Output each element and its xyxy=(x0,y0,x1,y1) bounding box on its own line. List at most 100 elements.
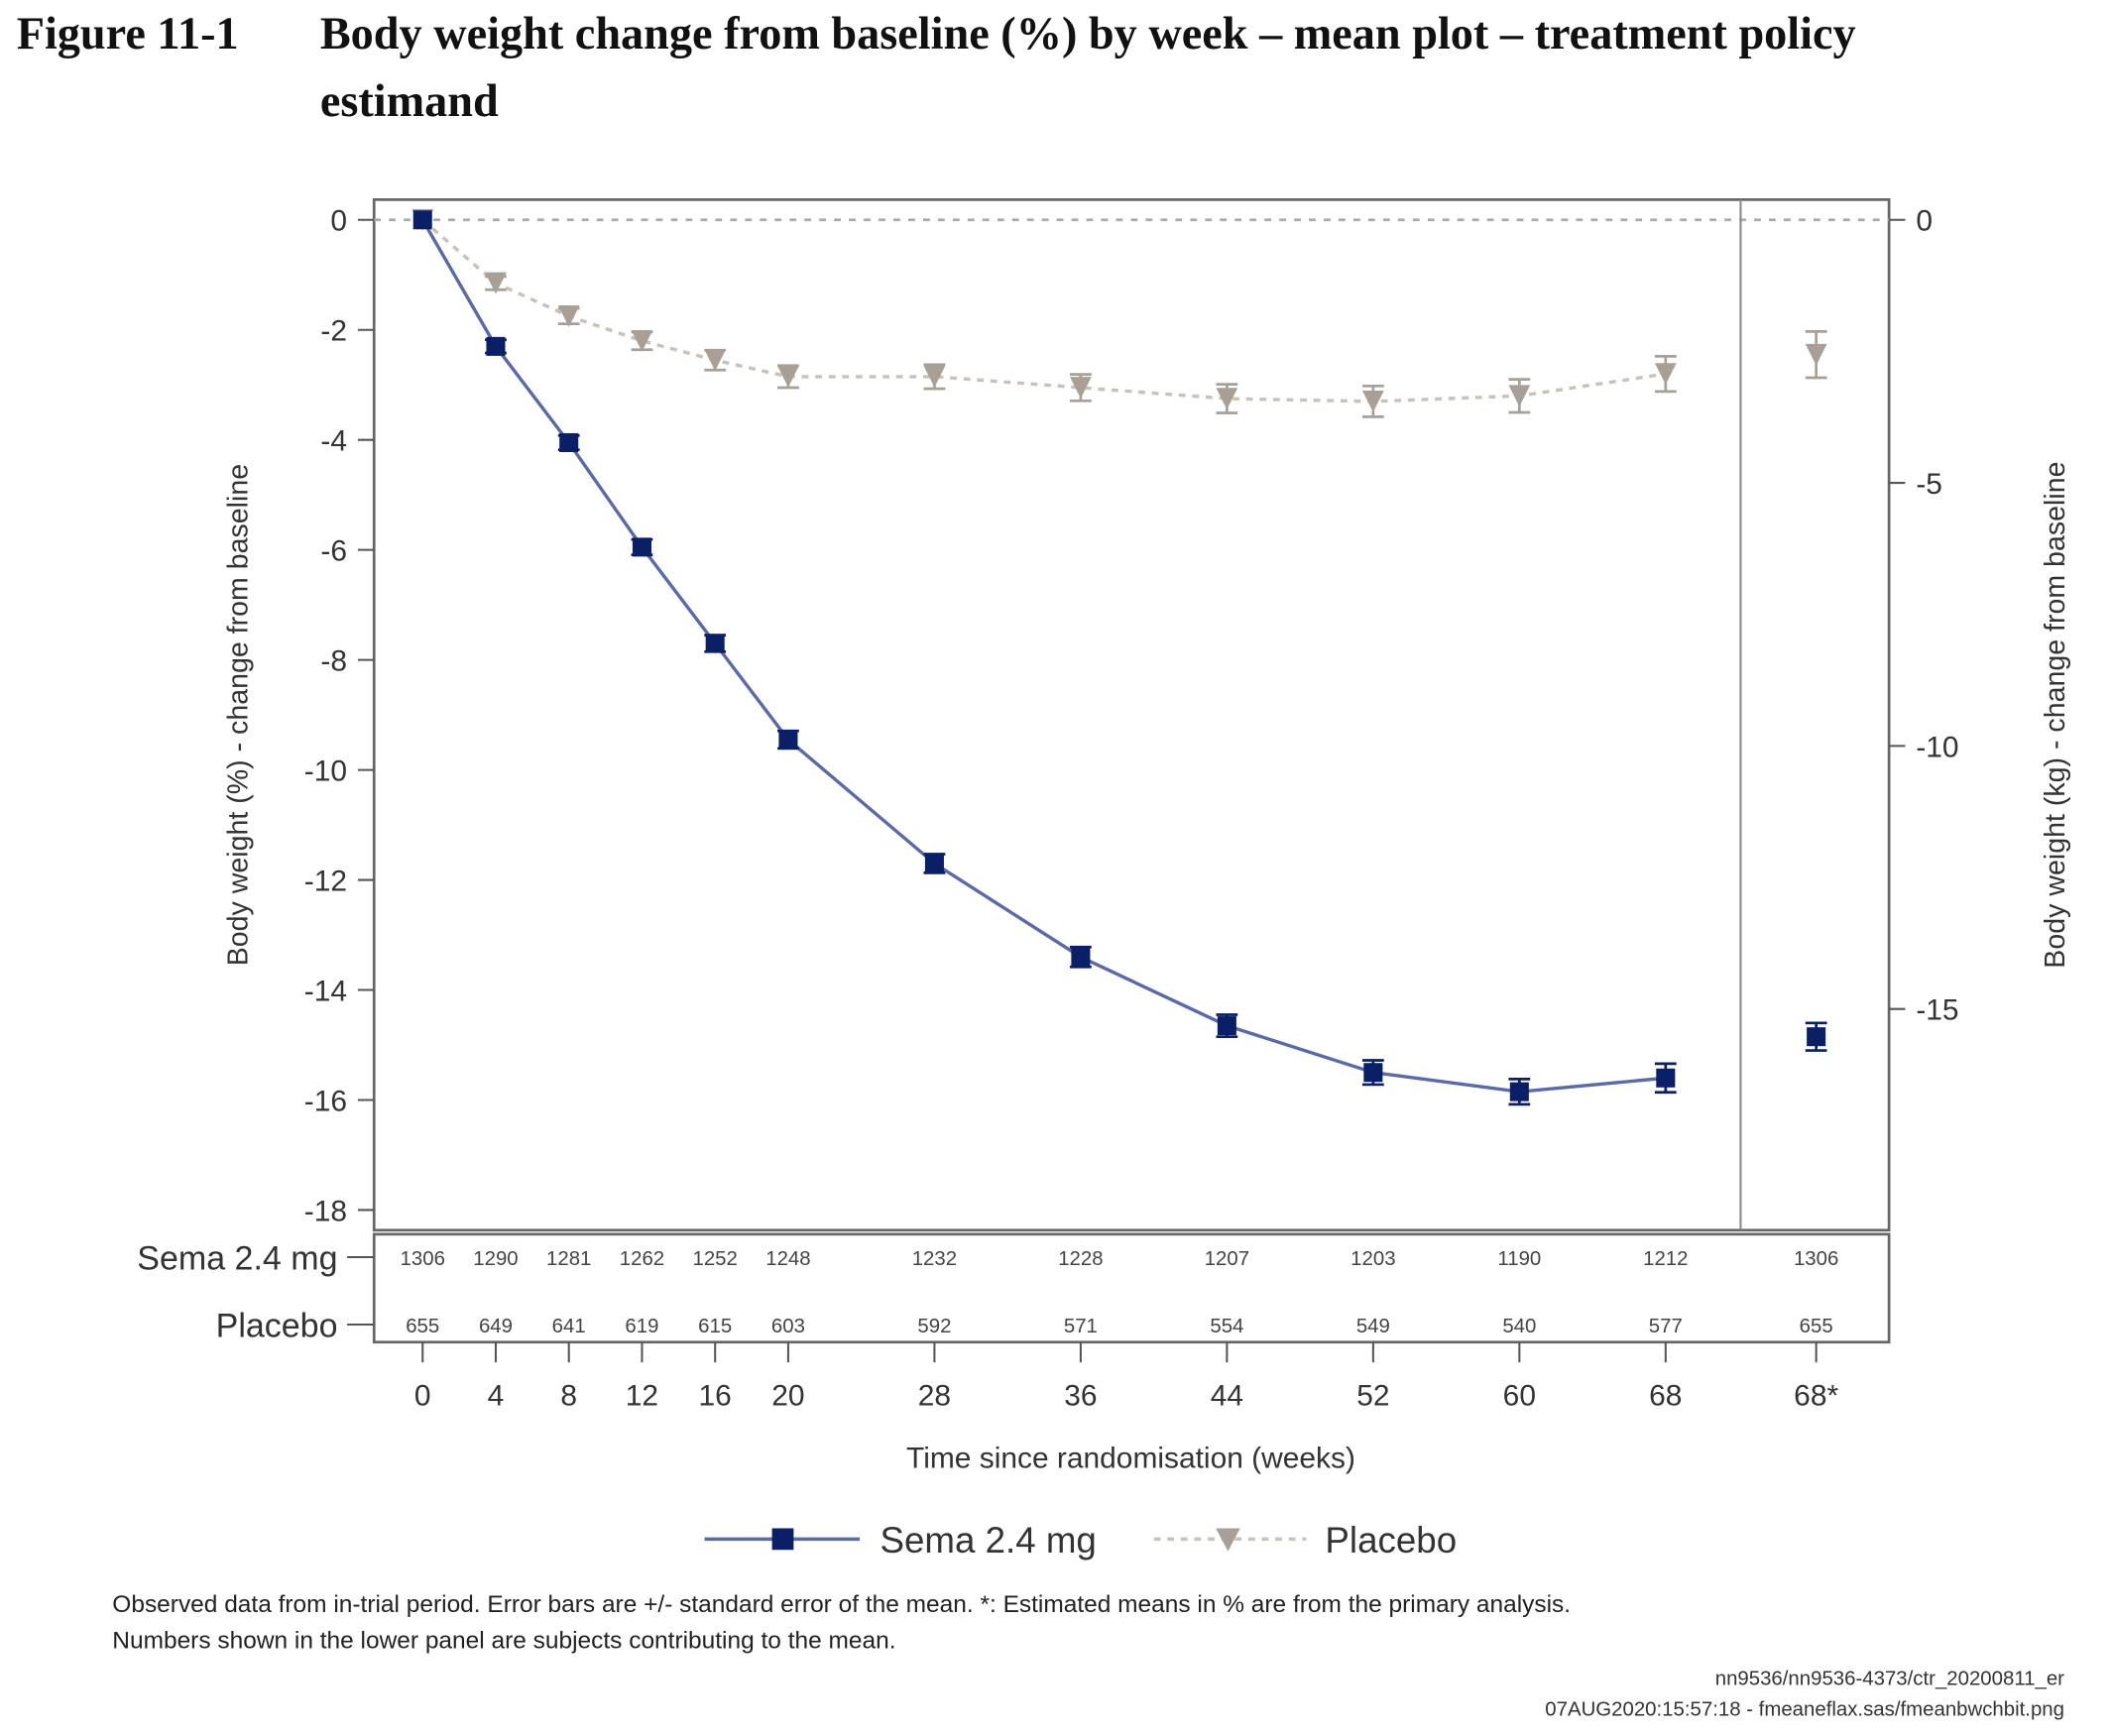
sema-point xyxy=(705,634,725,653)
placebo-point xyxy=(631,329,653,352)
source-path: nn9536/nn9536-4373/ctr_20200811_er xyxy=(1715,1668,2064,1689)
count-value: 641 xyxy=(552,1316,586,1337)
y-tick-label: -16 xyxy=(304,1085,347,1117)
count-value: 1207 xyxy=(1205,1248,1249,1270)
x-tick-label: 44 xyxy=(1211,1380,1243,1413)
legend-placebo-marker xyxy=(1216,1528,1240,1552)
sema-point xyxy=(632,537,651,557)
count-value: 649 xyxy=(479,1316,513,1337)
count-value: 619 xyxy=(625,1316,658,1337)
count-value: 1262 xyxy=(620,1248,664,1270)
y-tick-label: -14 xyxy=(304,975,347,1007)
count-value: 655 xyxy=(1800,1316,1833,1337)
y-tick-label: -18 xyxy=(304,1195,347,1227)
x-tick-label: 4 xyxy=(488,1380,505,1413)
x-axis-label: Time since randomisation (weeks) xyxy=(906,1442,1355,1474)
y-axis-right-label: Body weight (kg) - change from baseline xyxy=(2040,461,2071,968)
sema-point xyxy=(1509,1082,1529,1101)
y-tick-label: -8 xyxy=(320,645,347,678)
y-tick-label: -4 xyxy=(320,425,347,458)
placebo-point xyxy=(777,366,799,388)
placebo-point xyxy=(1216,388,1238,409)
count-value: 1306 xyxy=(1794,1248,1838,1270)
count-value: 1228 xyxy=(1058,1248,1103,1270)
sema-point xyxy=(1363,1063,1383,1083)
y-right-tick-label: 0 xyxy=(1916,205,1933,238)
footnote-1: Observed data from in-trial period. Erro… xyxy=(112,1591,1571,1618)
figure-title-line1: Body weight change from baseline (%) by … xyxy=(320,9,1856,59)
plot-frame xyxy=(372,197,1891,1232)
count-value: 1248 xyxy=(765,1248,810,1270)
sema-point xyxy=(1217,1016,1236,1036)
placebo-point xyxy=(1654,363,1677,386)
x-tick-label: 16 xyxy=(699,1380,732,1413)
count-value: 540 xyxy=(1502,1316,1536,1337)
placebo-point xyxy=(485,272,507,294)
x-tick-label: 0 xyxy=(414,1380,431,1413)
legend: Sema 2.4 mg Placebo xyxy=(704,1520,1457,1561)
placebo-line xyxy=(421,218,1667,404)
count-row-label: Sema 2.4 mg xyxy=(137,1239,337,1277)
x-tick-label: 20 xyxy=(771,1380,804,1413)
plot-area: Body weight (%) - change from baseline B… xyxy=(137,197,2071,1474)
count-value: 1290 xyxy=(473,1248,518,1270)
count-value: 1203 xyxy=(1350,1248,1395,1270)
x-tick-label: 36 xyxy=(1064,1380,1097,1413)
x-tick-label: 12 xyxy=(626,1380,658,1413)
x-tick-label: 60 xyxy=(1503,1380,1536,1413)
y-right-tick-label: -15 xyxy=(1916,994,1958,1027)
x-tick-label: 52 xyxy=(1356,1380,1389,1413)
count-value: 655 xyxy=(406,1316,439,1337)
count-panel xyxy=(372,1232,1891,1344)
y-tick-label: -12 xyxy=(304,865,347,897)
x-tick-label: 8 xyxy=(560,1380,577,1413)
y-tick-label: -2 xyxy=(320,315,347,348)
placebo-point xyxy=(1508,385,1531,407)
count-value: 615 xyxy=(698,1316,732,1337)
y-right-tick-label: -10 xyxy=(1916,731,1958,763)
y-tick-label: -10 xyxy=(304,754,347,787)
legend-placebo-label: Placebo xyxy=(1325,1520,1457,1561)
sema-point xyxy=(1656,1068,1676,1088)
x-tick-label: 68 xyxy=(1649,1380,1682,1413)
legend-sema-label: Sema 2.4 mg xyxy=(880,1520,1096,1561)
y-tick-label: -6 xyxy=(320,535,347,568)
figure-title-line2: estimand xyxy=(320,76,499,127)
count-value: 1190 xyxy=(1497,1248,1541,1270)
placebo-point xyxy=(1070,377,1092,399)
sema-point xyxy=(778,730,798,750)
y-tick-label: 0 xyxy=(330,205,347,238)
x-tick-label: 68* xyxy=(1794,1380,1838,1413)
count-value: 1232 xyxy=(912,1248,957,1270)
y-right-tick-label: -5 xyxy=(1916,468,1942,501)
sema-line xyxy=(420,218,1666,1094)
y-axis-label: Body weight (%) - change from baseline xyxy=(222,464,254,966)
sema-point xyxy=(486,336,506,356)
source-program: 07AUG2020:15:57:18 - fmeaneflax.sas/fmea… xyxy=(1545,1699,2064,1721)
count-value: 603 xyxy=(771,1316,805,1337)
sema-point xyxy=(412,210,432,230)
count-value: 1212 xyxy=(1643,1248,1688,1270)
sema-point xyxy=(1807,1027,1826,1047)
figure-number: Figure 11-1 xyxy=(17,9,239,59)
count-value: 549 xyxy=(1356,1316,1390,1337)
sema-point xyxy=(1071,947,1091,967)
x-tick-label: 28 xyxy=(918,1380,951,1413)
placebo-point xyxy=(923,366,946,388)
count-value: 577 xyxy=(1649,1316,1683,1337)
count-value: 1281 xyxy=(546,1248,591,1270)
sema-point xyxy=(559,432,579,452)
placebo-point xyxy=(557,304,580,327)
sema-point xyxy=(924,854,944,873)
count-value: 554 xyxy=(1210,1316,1243,1337)
placebo-point xyxy=(1361,390,1384,412)
count-value: 1306 xyxy=(401,1248,445,1270)
count-value: 1252 xyxy=(693,1248,738,1270)
legend-sema-marker xyxy=(771,1528,794,1551)
placebo-point xyxy=(704,349,727,372)
count-value: 571 xyxy=(1064,1316,1098,1337)
footnote-2: Numbers shown in the lower panel are sub… xyxy=(112,1628,895,1655)
count-row-label: Placebo xyxy=(216,1307,338,1344)
placebo-point xyxy=(1805,343,1827,366)
